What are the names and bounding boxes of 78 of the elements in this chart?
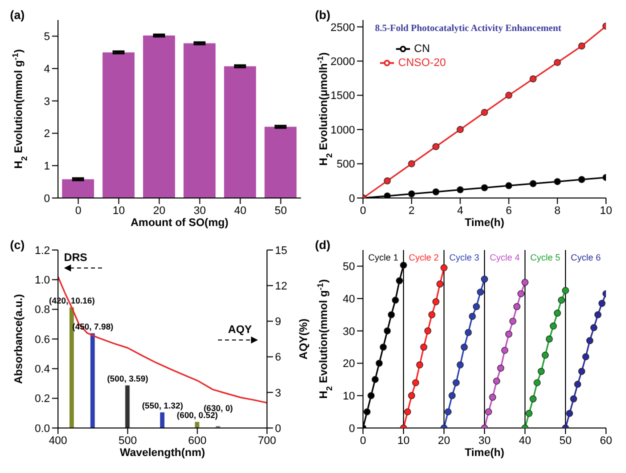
y-tick-label: 0.2 <box>34 393 50 406</box>
y-tick-label: 1.2 <box>34 244 50 257</box>
y-tick-label: 20 <box>342 358 355 370</box>
annotation: DRS <box>64 252 88 264</box>
x-tick-label: 700 <box>258 434 276 447</box>
x-tick-label: 2 <box>408 204 415 217</box>
y-tick-label: 5 <box>44 31 50 44</box>
x-axis-title: Wavelength(nm) <box>120 447 206 459</box>
text: Cycle 6 <box>570 252 601 262</box>
series-label: Cycle 2 <box>408 252 439 262</box>
data-label: (550, 1.32) <box>142 400 184 410</box>
x-tick-label: 400 <box>48 434 68 447</box>
series-label: Cycle 3 <box>449 252 480 262</box>
y-tick-label: 1500 <box>330 90 355 102</box>
annotation: 8.5-Fold Photocatalytic Activity Enhancement <box>375 24 562 34</box>
x-tick-label: 40 <box>518 434 532 447</box>
data-label: (500, 3.59) <box>107 373 148 384</box>
x-tick-label: 6 <box>506 204 512 217</box>
y-tick-label: 10 <box>342 390 355 403</box>
chart-title: (c) <box>10 238 25 252</box>
text: Cycle 5 <box>530 252 560 262</box>
x-tick-label: 30 <box>478 434 491 447</box>
y-tick-label: 3 <box>44 96 50 108</box>
y-tick-label: 500 <box>336 158 355 171</box>
y2-axis-title: AQY(%) <box>298 318 310 360</box>
y-tick-label: 2500 <box>330 22 355 34</box>
x-tick-label: 50 <box>559 434 572 447</box>
x-tick-label: 40 <box>234 204 246 217</box>
x-tick-label: 10 <box>600 204 612 217</box>
y2-tick-label: 0 <box>275 422 282 435</box>
data-label: (630, 0) <box>204 403 234 413</box>
y-tick-label: 0 <box>348 422 355 435</box>
x-tick-label: 50 <box>274 204 287 217</box>
y-tick-label: 0.8 <box>34 304 50 316</box>
x-tick-label: 10 <box>112 204 125 217</box>
x-tick-label: 600 <box>188 434 207 447</box>
x-tick-label: 30 <box>194 204 206 217</box>
x-axis-title: Amount of SO(mg) <box>130 217 229 229</box>
legend-label: CN <box>414 42 430 55</box>
chart-title: (b) <box>315 8 330 22</box>
x-tick-label: 10 <box>397 434 410 447</box>
y-tick-label: 50 <box>342 261 355 274</box>
x-tick-label: 8 <box>554 204 560 217</box>
y2-tick-label: 6 <box>275 352 282 364</box>
x-tick-label: 0 <box>75 204 82 217</box>
y-tick-label: 40 <box>342 293 355 306</box>
series-label: Cycle 1 <box>368 252 398 262</box>
y-tick-label: 1000 <box>330 124 355 136</box>
y-tick-label: 2 <box>44 128 50 140</box>
x-tick-label: 20 <box>153 204 166 217</box>
x-tick-label: 0 <box>360 204 366 217</box>
y-tick-label: 1.0 <box>34 274 50 287</box>
y2-tick-label: 15 <box>275 244 288 257</box>
chart-title: (a) <box>10 8 25 22</box>
y2-tick-label: 12 <box>275 280 288 293</box>
annotation: AQY <box>228 324 253 336</box>
series-label: Cycle 4 <box>490 252 520 262</box>
y2-tick-label: 9 <box>275 316 282 328</box>
legend-label: CNSO-20 <box>398 56 446 69</box>
y-tick-label: 0.4 <box>34 364 50 376</box>
x-axis-title: Time(h) <box>464 447 505 459</box>
y-tick-label: 0.6 <box>34 334 50 346</box>
x-tick-label: 60 <box>600 434 612 447</box>
y-tick-label: 1 <box>44 160 50 173</box>
y-axis-title: Absorbance(a.u.) <box>13 294 25 384</box>
y2-tick-label: 3 <box>275 387 282 400</box>
chart-title: (d) <box>315 238 330 252</box>
x-axis-title: Time(h) <box>464 217 505 229</box>
x-tick-label: 4 <box>457 204 464 217</box>
y-tick-label: 0 <box>44 192 50 205</box>
y-tick-label: 0.0 <box>34 422 50 435</box>
y-tick-label: 30 <box>342 326 355 338</box>
x-tick-label: 0 <box>360 434 366 447</box>
y-tick-label: 2000 <box>330 56 355 68</box>
x-tick-label: 20 <box>438 434 450 447</box>
y-tick-label: 0 <box>348 192 355 205</box>
x-tick-label: 500 <box>118 434 137 447</box>
y-tick-label: 4 <box>44 63 50 76</box>
